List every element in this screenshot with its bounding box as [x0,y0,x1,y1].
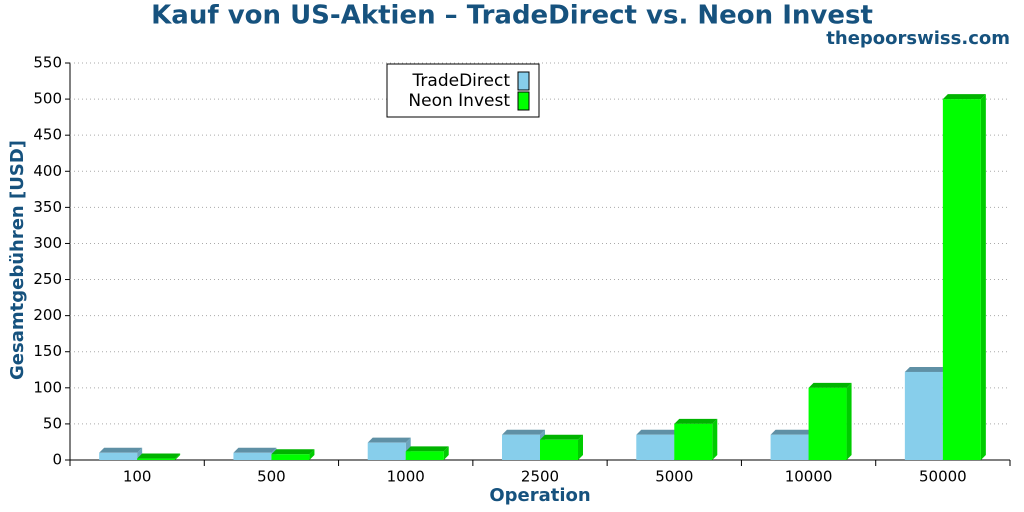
bar-top [540,434,583,440]
x-tick-label: 2500 [521,468,559,486]
bar-side [137,447,143,460]
x-tick-label: 1000 [387,468,425,486]
y-tick-label: 500 [33,90,62,108]
bar-side [578,434,583,460]
x-tick-label: 500 [257,468,286,486]
bar [674,423,713,460]
bar [405,451,444,460]
bar-top [636,429,680,435]
x-tick-label: 10000 [785,468,833,486]
bar-top [367,437,411,443]
bar-top [137,453,181,459]
legend-swatch [517,71,530,91]
bar [233,452,272,460]
x-tick-label: 100 [123,468,152,486]
bar-top [502,429,545,435]
x-tick-label: 5000 [655,468,693,486]
bar-top [770,429,814,435]
y-tick-label: 50 [43,414,62,432]
x-axis-label: Operation [489,485,590,506]
bar [942,99,981,460]
bar-top [942,94,986,100]
bar-top [405,446,449,452]
legend-box [386,63,540,118]
y-tick-label: 250 [33,270,62,288]
bar [367,442,406,460]
y-tick-label: 350 [33,198,62,216]
bar [502,434,540,460]
y-tick-label: 200 [33,306,62,324]
bar [137,458,176,460]
y-tick-label: 450 [33,126,62,144]
x-tick-label: 50000 [919,468,967,486]
bar-top [904,366,948,372]
legend-swatch [517,91,530,111]
bar [271,454,310,460]
y-tick-label: 100 [33,378,62,396]
bar-top [271,449,315,455]
bar [99,452,138,460]
legend-label: Neon Invest [408,91,510,111]
y-tick-label: 550 [33,54,62,72]
bar-side [443,446,449,460]
y-tick-label: 300 [33,234,62,252]
bar [808,387,847,460]
y-axis-label: Gesamtgebühren [USD] [7,140,28,380]
chart-title: Kauf von US-Aktien – TradeDirect vs. Neo… [151,1,873,31]
chart-subtitle: thepoorswiss.com [826,28,1010,49]
legend-label: TradeDirect [412,71,511,91]
bar-side [980,94,986,460]
bar [904,371,943,460]
bar-top [808,382,852,388]
bar [540,439,578,460]
bar-side [846,382,852,460]
y-tick-label: 400 [33,162,62,180]
y-tick-label: 0 [52,451,62,469]
bar-side [309,449,315,460]
bar-side [712,418,718,460]
bar-top [233,447,277,453]
bar-top [674,418,718,424]
bar-top [99,447,143,453]
bar-side [175,453,181,460]
bar [636,434,675,460]
y-tick-label: 150 [33,342,62,360]
bar [770,434,809,460]
